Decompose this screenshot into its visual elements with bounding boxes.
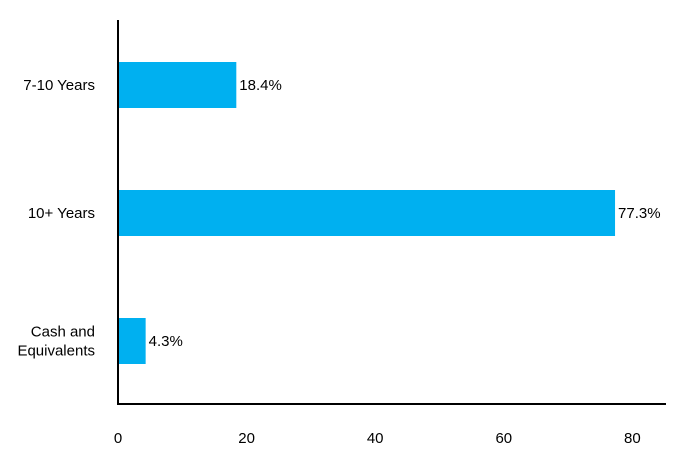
data-label: 77.3%: [618, 205, 661, 222]
x-tick-label: 60: [495, 430, 512, 447]
y-tick-label: 7-10 Years: [23, 77, 95, 94]
x-tick-label: 40: [367, 430, 384, 447]
bar-10-years: [118, 190, 616, 236]
x-tick-label: 80: [624, 430, 641, 447]
bars-layer: [118, 62, 616, 364]
x-tick-label: 20: [238, 430, 255, 447]
axes-layer: 0 20 40 60 80: [114, 20, 666, 447]
y-tick-label: 10+ Years: [28, 205, 95, 222]
data-label: 4.3%: [149, 333, 183, 350]
data-label: 18.4%: [239, 77, 282, 94]
x-tick-label: 0: [114, 430, 122, 447]
labels-layer: 18.4% 7-10 Years 77.3% 10+ Years 4.3% Cash an…: [17, 77, 660, 360]
bar-cash-and-equivalents: [118, 318, 146, 364]
y-tick-label: Cash and Equivalents: [17, 324, 95, 360]
bar-7-10-years: [118, 62, 237, 108]
